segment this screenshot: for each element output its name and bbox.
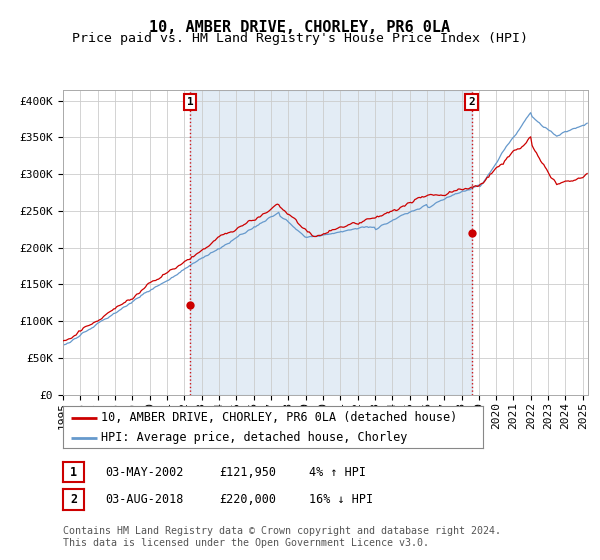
Text: 10, AMBER DRIVE, CHORLEY, PR6 0LA: 10, AMBER DRIVE, CHORLEY, PR6 0LA [149, 20, 451, 35]
Text: £220,000: £220,000 [219, 493, 276, 506]
Text: HPI: Average price, detached house, Chorley: HPI: Average price, detached house, Chor… [101, 431, 407, 444]
Text: 03-AUG-2018: 03-AUG-2018 [105, 493, 184, 506]
Text: £121,950: £121,950 [219, 465, 276, 479]
Bar [190, 90, 472, 395]
Text: Price paid vs. HM Land Registry's House Price Index (HPI): Price paid vs. HM Land Registry's House … [72, 32, 528, 45]
Text: 1: 1 [187, 97, 193, 107]
Text: 1: 1 [70, 465, 77, 479]
Text: 4% ↑ HPI: 4% ↑ HPI [309, 465, 366, 479]
Text: Contains HM Land Registry data © Crown copyright and database right 2024.
This d: Contains HM Land Registry data © Crown c… [63, 526, 501, 548]
Text: 03-MAY-2002: 03-MAY-2002 [105, 465, 184, 479]
Text: 16% ↓ HPI: 16% ↓ HPI [309, 493, 373, 506]
Text: 10, AMBER DRIVE, CHORLEY, PR6 0LA (detached house): 10, AMBER DRIVE, CHORLEY, PR6 0LA (detac… [101, 411, 457, 424]
Text: 2: 2 [468, 97, 475, 107]
Text: 2: 2 [70, 493, 77, 506]
